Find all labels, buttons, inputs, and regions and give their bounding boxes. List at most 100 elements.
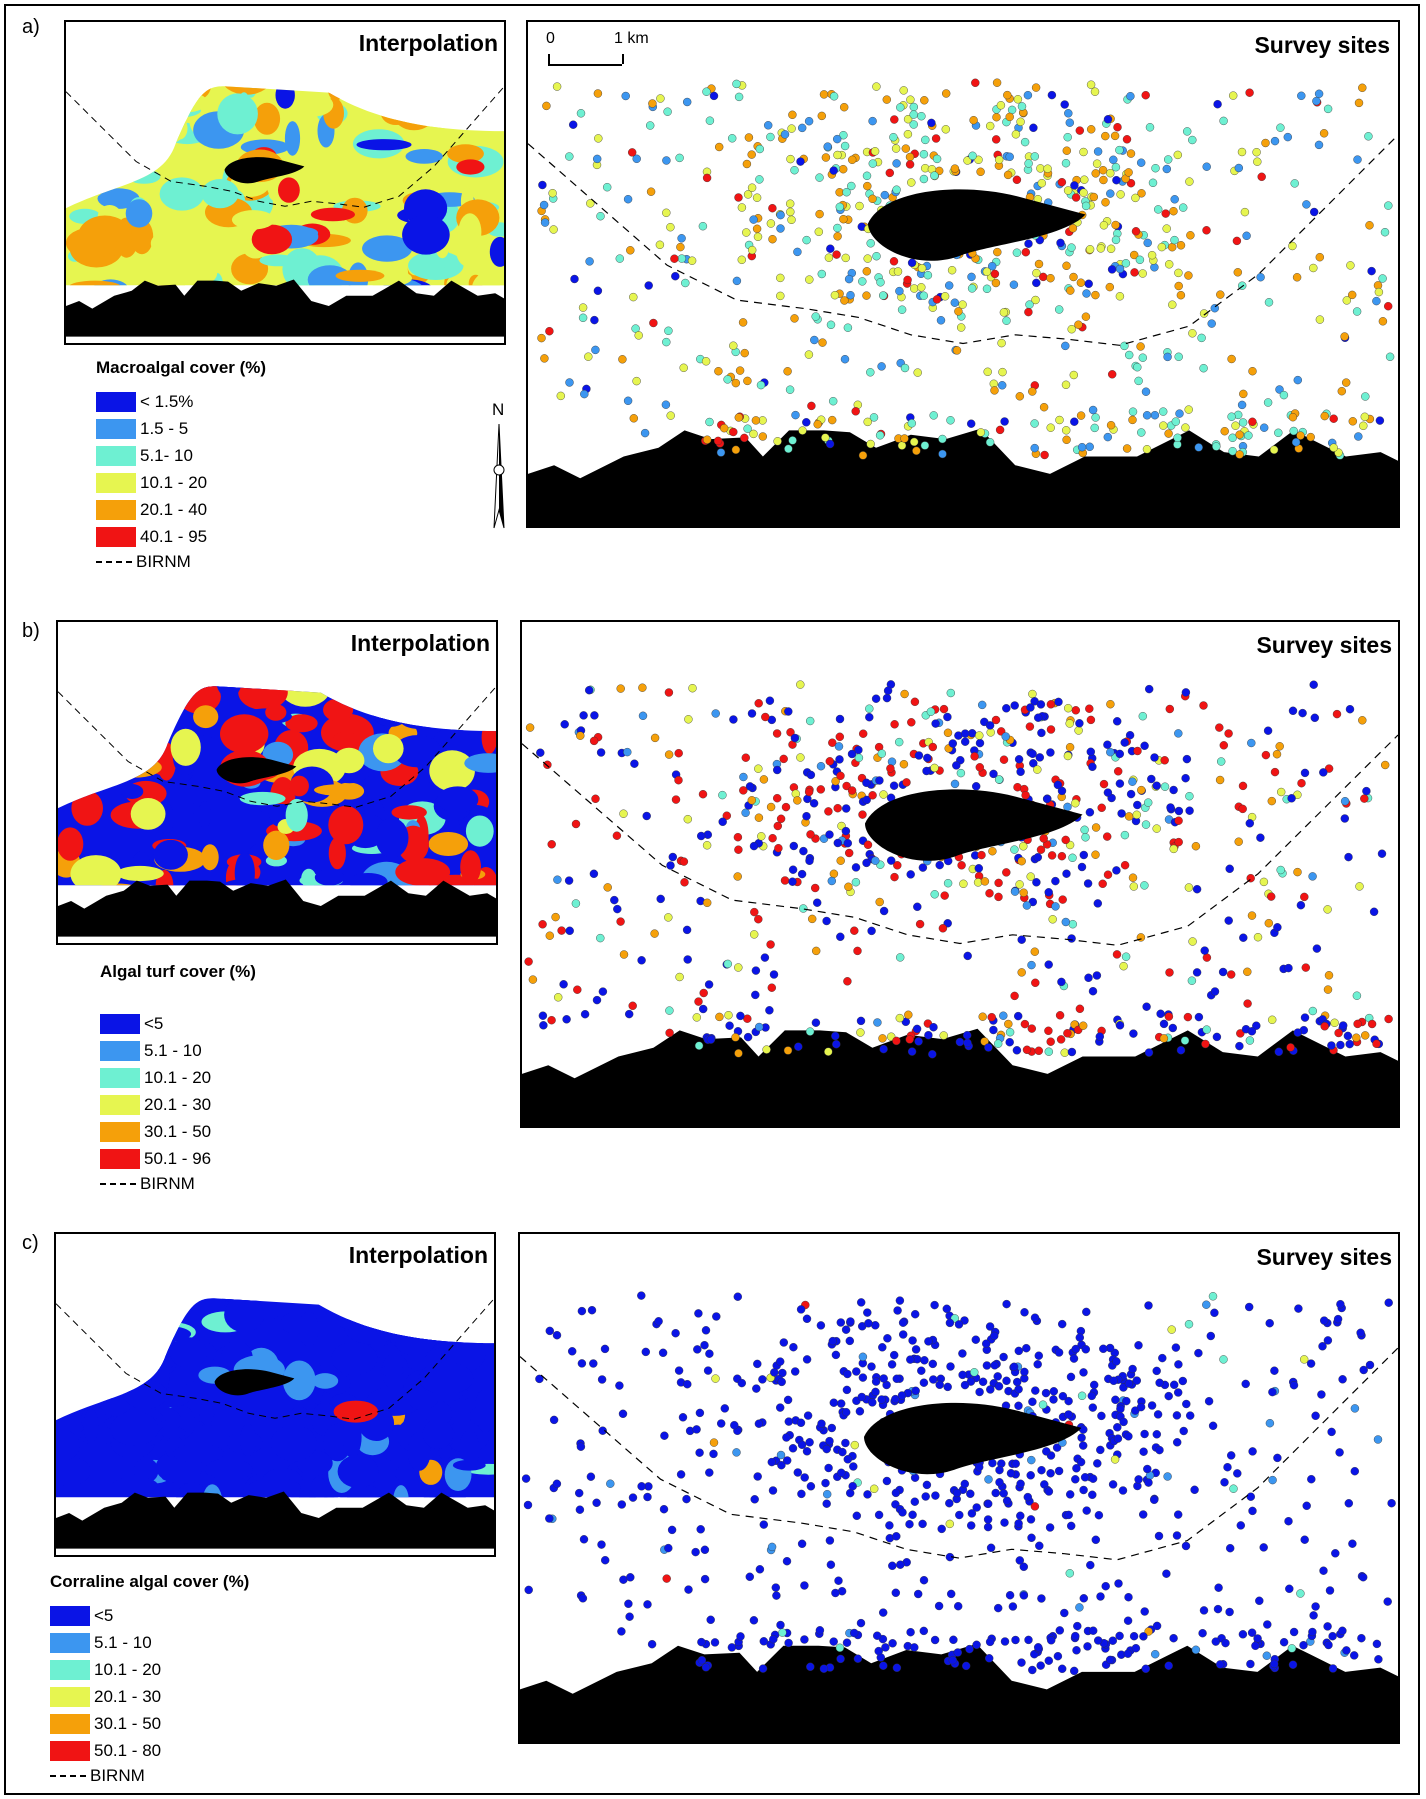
survey-site-point [878, 1034, 887, 1043]
survey-site-point [538, 1011, 548, 1020]
survey-site-point [1216, 1660, 1225, 1669]
survey-site-point [598, 1426, 607, 1435]
survey-site-point [809, 799, 819, 808]
survey-site-point [1026, 1515, 1036, 1524]
survey-site-point [776, 291, 785, 301]
survey-site-point [902, 778, 911, 787]
survey-site-point [924, 1031, 933, 1040]
survey-site-point [1306, 1359, 1316, 1368]
survey-site-point [1338, 1626, 1347, 1635]
survey-site-point [1115, 145, 1124, 155]
survey-site-point [755, 144, 765, 154]
survey-site-point [1064, 109, 1073, 118]
survey-site-point [847, 181, 856, 191]
survey-site-point [1014, 1011, 1023, 1021]
survey-site-point [565, 378, 574, 387]
survey-site-point [637, 1482, 646, 1491]
survey-site-point [733, 1292, 743, 1301]
survey-site-point [1310, 207, 1319, 217]
survey-site-point [872, 251, 881, 261]
survey-site-point [747, 150, 756, 159]
survey-site-point [1079, 1594, 1088, 1603]
survey-site-point [1058, 895, 1067, 904]
survey-site-point [1106, 747, 1115, 757]
survey-site-point [863, 181, 872, 191]
survey-site-point [545, 327, 554, 336]
survey-site-point [840, 296, 849, 305]
survey-site-point [525, 723, 535, 732]
survey-site-point [715, 1012, 724, 1022]
survey-site-point [1227, 354, 1236, 364]
survey-site-point [666, 411, 675, 420]
survey-site-point [538, 180, 547, 190]
survey-site-point [702, 435, 712, 444]
survey-site-point [760, 953, 770, 962]
survey-site-point [665, 1006, 674, 1015]
survey-site-point [892, 1036, 901, 1046]
survey-site-point [1090, 87, 1100, 96]
survey-site-point [1288, 413, 1298, 422]
survey-site-point [1212, 1032, 1222, 1042]
survey-site-point [1123, 1616, 1133, 1625]
survey-site-point [1184, 1319, 1194, 1329]
survey-site-point [1141, 1664, 1150, 1673]
survey-site-point [577, 1306, 587, 1316]
survey-site-point [1137, 785, 1146, 795]
survey-site-point [840, 141, 850, 151]
survey-site-point [893, 861, 902, 870]
survey-site-point [905, 1520, 914, 1529]
survey-site-point [822, 1499, 831, 1508]
survey-site-point [1068, 224, 1078, 233]
survey-site-point [819, 1664, 829, 1673]
legend-label: 40.1 - 95 [140, 526, 208, 546]
survey-site-point [703, 1366, 713, 1375]
survey-site-point [1063, 132, 1072, 142]
survey-site-point [982, 284, 992, 293]
survey-site-point [547, 1016, 556, 1025]
survey-site-point [1309, 263, 1318, 273]
survey-site-point [1079, 188, 1088, 197]
survey-site-point [1216, 290, 1225, 299]
survey-site-point [1091, 1535, 1100, 1544]
survey-site-point [1106, 244, 1116, 254]
survey-site-point [1276, 865, 1285, 875]
survey-site-point [1129, 1632, 1139, 1641]
survey-site-point [1199, 1606, 1209, 1615]
survey-site-point [865, 704, 874, 713]
survey-site-point [1107, 265, 1117, 274]
survey-site-point [883, 1334, 892, 1343]
survey-site-point [1181, 423, 1190, 432]
survey-site-point [862, 858, 871, 868]
survey-site-point [674, 775, 683, 785]
survey-site-point [952, 346, 962, 355]
survey-site-point [1017, 935, 1026, 944]
survey-site-point [757, 832, 766, 841]
survey-site-point [772, 1591, 781, 1600]
survey-site-point [892, 1374, 901, 1384]
survey-site-point [1027, 1024, 1036, 1033]
survey-site-point [1345, 704, 1355, 714]
survey-site-point [929, 411, 938, 420]
survey-site-point [997, 338, 1006, 348]
survey-site-point [1372, 1639, 1382, 1649]
survey-site-point [817, 1419, 826, 1428]
survey-site-point [1132, 810, 1141, 820]
survey-site-point [1172, 1531, 1182, 1540]
legend-boundary: BIRNM [50, 1764, 249, 1788]
survey-site-point [569, 120, 578, 129]
survey-site-point [1030, 152, 1039, 161]
survey-site-point [741, 753, 751, 762]
survey-site-point [1324, 1640, 1333, 1650]
survey-site-point [1184, 271, 1193, 280]
survey-site-point [947, 1589, 956, 1599]
survey-site-point [1217, 757, 1226, 766]
survey-site-point [1120, 830, 1130, 840]
survey-site-point [1158, 1353, 1167, 1363]
survey-site-point [1031, 1386, 1040, 1395]
survey-site-point [619, 809, 628, 818]
survey-sites-map-a: Survey sites 0 1 km [526, 20, 1400, 528]
survey-site-point [743, 190, 753, 199]
survey-site-point [1204, 1396, 1214, 1406]
survey-site-point [1170, 195, 1179, 204]
survey-site-point [905, 152, 915, 162]
